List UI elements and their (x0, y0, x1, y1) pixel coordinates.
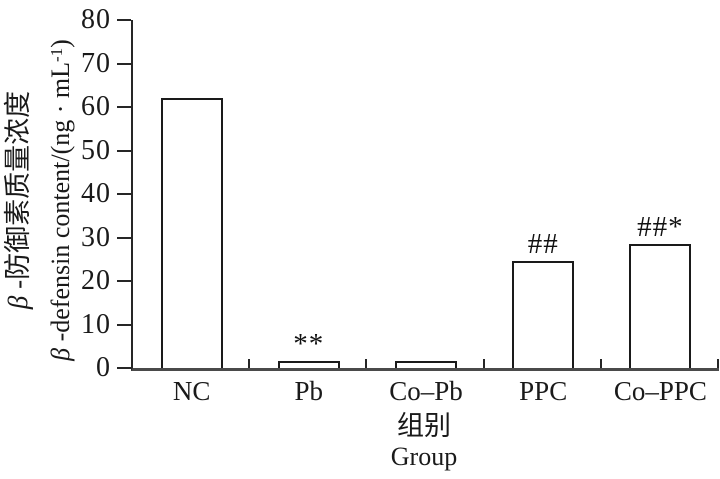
y-tick-label: 40 (81, 178, 111, 209)
x-category-label: NC (172, 376, 211, 406)
y-axis-label-english-close: ) (46, 39, 75, 48)
x-axis-tick (365, 359, 368, 368)
y-tick-label: 60 (81, 91, 111, 122)
y-tick-label: 20 (81, 265, 111, 296)
x-category-label: PPC (519, 376, 568, 406)
y-axis-tick (117, 367, 131, 369)
x-axis-label-chinese: 组别 (397, 411, 451, 441)
y-axis-tick (117, 280, 131, 282)
x-category-label: Co–PPC (613, 376, 707, 406)
significance-annotation: ## (527, 228, 559, 261)
y-axis-tick (117, 149, 131, 152)
significance-annotation: ##* (637, 211, 684, 244)
y-tick-label: 0 (96, 352, 111, 383)
y-tick-label: 10 (81, 308, 111, 340)
y-tick-label: 30 (81, 221, 111, 253)
x-axis-label-english: Group (390, 442, 458, 471)
x-axis-tick (248, 359, 251, 368)
y-axis-tick (117, 323, 131, 326)
bar-PPC (512, 261, 575, 368)
y-axis-tick (117, 62, 131, 65)
y-axis-tick (117, 193, 131, 195)
y-tick-label: 70 (81, 47, 111, 79)
bar-NC (160, 98, 223, 368)
y-tick-label: 50 (81, 134, 111, 166)
plot-area: 0 10 20 30 40 50 60 70 80 NC ** Pb Co–Pb ## PPC ##* Co–P… (81, 5, 719, 406)
y-axis-tick (117, 106, 131, 108)
x-axis-tick (599, 359, 602, 368)
bar-Pb (277, 361, 340, 368)
y-axis-tick (117, 19, 131, 21)
x-axis-tick (482, 359, 485, 368)
y-axis-tick (117, 236, 131, 239)
x-axis-tick (717, 359, 719, 368)
y-axis-label-chinese-text: -防御素质量浓度 (3, 90, 33, 296)
beta-symbol: β (3, 295, 33, 310)
significance-annotation: ** (293, 328, 325, 361)
x-category-label: Pb (294, 376, 324, 406)
x-axis-label: 组别 Group (131, 410, 717, 472)
bar-Co-PPC (629, 244, 692, 368)
y-axis-label-chinese: β -防御素质量浓度 (0, 0, 38, 410)
y-tick-label: 80 (81, 4, 111, 35)
x-category-label: Co–Pb (389, 376, 463, 406)
bar-Co-Pb (395, 361, 457, 368)
